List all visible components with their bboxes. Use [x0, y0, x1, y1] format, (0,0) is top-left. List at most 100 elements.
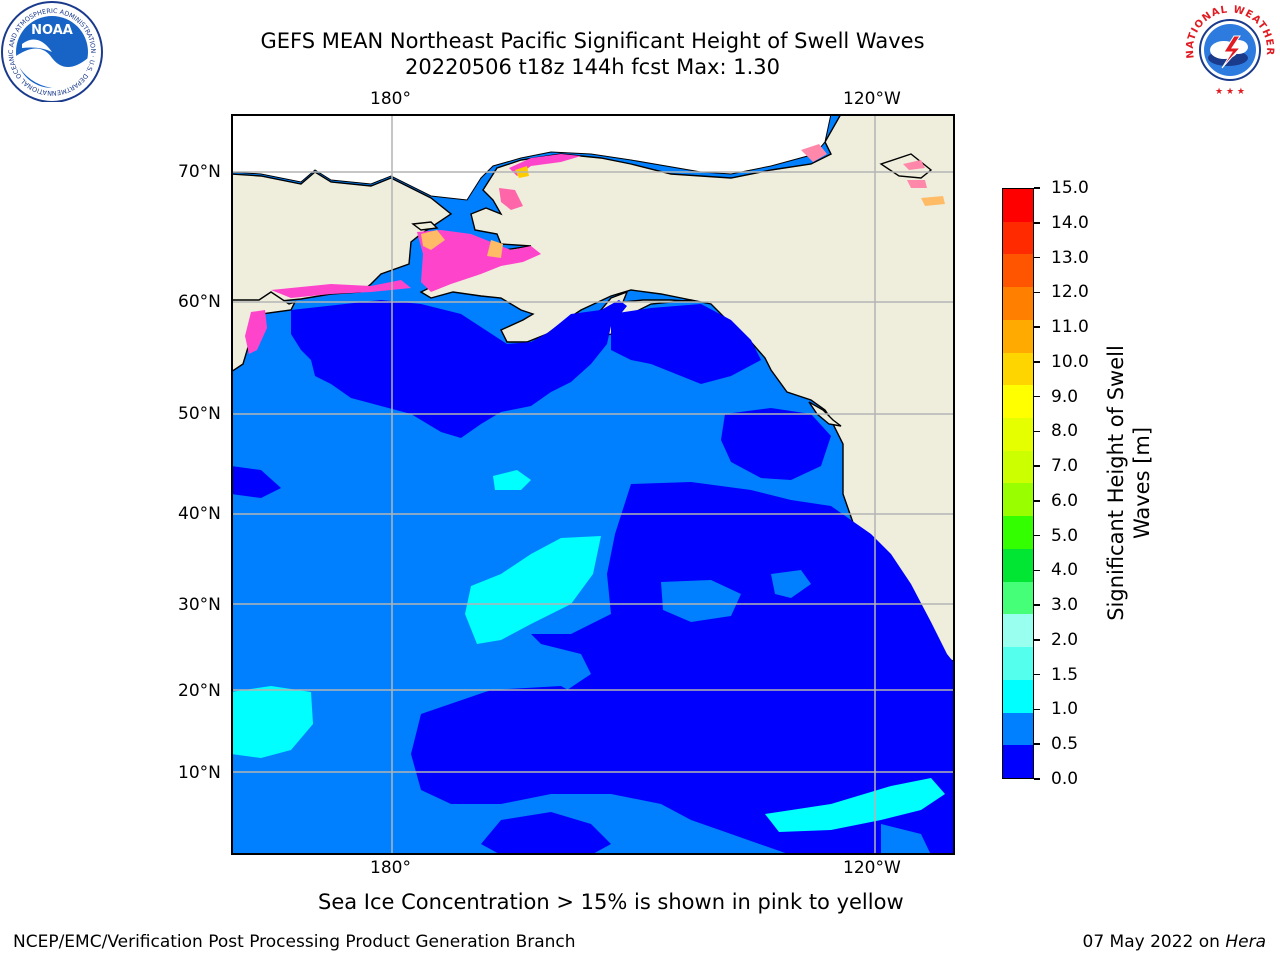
colorbar-tick-label: 11.0 — [1051, 317, 1089, 338]
title-line-1: GEFS MEAN Northeast Pacific Significant … — [260, 29, 925, 53]
colorbar-tick-mark — [1034, 569, 1040, 572]
colorbar-bin — [1003, 647, 1033, 680]
colorbar-bin — [1003, 483, 1033, 517]
lon-label-top-120w: 120°W — [843, 89, 901, 109]
colorbar-bin — [1003, 679, 1033, 713]
swell-mid-inner — [661, 570, 811, 622]
colorbar-tick-label: 3.0 — [1051, 595, 1079, 616]
colorbar-bin — [1003, 745, 1033, 778]
north-america-land — [419, 115, 954, 663]
ice-arctic-east-2 — [907, 180, 927, 188]
swell-low-areas — [232, 300, 954, 854]
colorbar-tick-label: 13.0 — [1051, 247, 1089, 268]
colorbar-tick-label: 10.0 — [1051, 351, 1089, 372]
colorbar-tick-label: 4.0 — [1051, 560, 1079, 581]
ice-arctic-east-3 — [921, 196, 945, 206]
colorbar-tick-mark — [1034, 534, 1040, 537]
colorbar-tick-label: 9.0 — [1051, 386, 1079, 407]
colorbar-bin — [1003, 319, 1033, 353]
colorbar-tick-mark — [1034, 361, 1040, 363]
lon-label-top-180: 180° — [370, 89, 411, 109]
central-cyan-patch — [465, 536, 601, 644]
gulf-alaska-low — [611, 304, 761, 384]
inner-mid-patch-1 — [661, 580, 741, 622]
colorbar-tick-label: 15.0 — [1051, 178, 1089, 198]
colorbar-tick-mark — [1034, 673, 1040, 676]
colorbar-bin — [1003, 614, 1033, 648]
colorbar-tick-mark — [1034, 256, 1040, 259]
ice-bering-north-edge — [421, 230, 445, 250]
colorbar-tick-mark — [1034, 604, 1040, 606]
ice-bering-north-edge-2 — [487, 240, 503, 258]
svg-text:★ ★ ★: ★ ★ ★ — [1215, 87, 1245, 97]
colorbar-bin — [1003, 581, 1033, 615]
lat-label-10n: 10°N — [178, 763, 221, 783]
north-cyan-patch — [493, 470, 531, 490]
ice-bering-north — [417, 230, 541, 292]
colorbar-tick-label: 12.0 — [1051, 282, 1089, 303]
tropical-low — [411, 686, 881, 854]
lat-label-50n: 50°N — [178, 404, 221, 424]
nws-logo: NATIONAL WEATHER SERVICE ★ ★ ★ — [1178, 0, 1278, 98]
noaa-logo-text: NOAA — [31, 23, 73, 38]
land-areas — [232, 115, 954, 701]
colorbar-tick-label: 14.0 — [1051, 212, 1089, 233]
inner-mid-patch-2 — [771, 570, 811, 598]
western-cyan-patch — [232, 686, 313, 758]
colorbar-bin — [1003, 450, 1033, 484]
south-low — [481, 812, 611, 854]
colorbar-tick-label: 8.0 — [1051, 421, 1079, 442]
colorbar-tick-mark — [1034, 326, 1040, 328]
colorbar-tick-label: 1.5 — [1051, 664, 1079, 685]
footer-host: Hera — [1225, 932, 1266, 952]
footer-date-text: 07 May 2022 on — [1082, 932, 1226, 952]
ice-chukchi — [509, 154, 581, 176]
page-title: GEFS MEAN Northeast Pacific Significant … — [0, 28, 1185, 80]
map-panel — [231, 114, 955, 855]
map-frame — [231, 114, 955, 855]
colorbar-bin — [1003, 548, 1033, 582]
colorbar — [1002, 188, 1034, 779]
colorbar-bin — [1003, 385, 1033, 419]
south-east-cyan-patch — [765, 778, 945, 832]
colorbar-bin — [1003, 352, 1033, 386]
lat-label-40n: 40°N — [178, 504, 221, 524]
st-lawrence-island — [411, 221, 439, 231]
colorbar-tick-mark — [1034, 708, 1040, 711]
swell-high-areas — [232, 470, 945, 832]
ice-arctic-east — [903, 160, 925, 170]
colorbar-ticks: 15.0 14.0 13.0 12.0 11.0 10.0 9.0 8.0 7.0 6.0 5.0 4… — [1034, 178, 1094, 789]
lat-label-30n: 30°N — [178, 595, 221, 615]
colorbar-tick-label: 0.5 — [1051, 734, 1079, 755]
colorbar-bins — [1003, 189, 1033, 778]
title-line-2: 20220506 t18z 144h fcst Max: 1.30 — [405, 55, 780, 79]
kamchatka-land — [232, 291, 297, 373]
lat-label-70n: 70°N — [178, 162, 221, 182]
ice-siberia-coast — [271, 280, 411, 298]
noaa-logo: NATIONAL OCEANIC AND ATMOSPHERIC ADMINIS… — [0, 0, 103, 102]
ice-bering-strait — [499, 188, 523, 210]
colorbar-tick-mark — [1034, 465, 1040, 467]
colorbar-tick-mark — [1034, 430, 1040, 433]
colorbar-tick-mark — [1034, 291, 1040, 294]
colorbar-bin — [1003, 712, 1033, 746]
mid-pacific-low — [721, 408, 831, 480]
colorbar-bin — [1003, 254, 1033, 288]
colorbar-tick-label: 0.0 — [1051, 769, 1079, 789]
colorbar-tick-label: 2.0 — [1051, 629, 1079, 650]
sea-ice-caption: Sea Ice Concentration > 15% is shown in … — [318, 890, 904, 914]
map-gridlines — [231, 114, 955, 855]
ice-kamchatka — [245, 310, 267, 354]
footer-credit: NCEP/EMC/Verification Post Processing Pr… — [13, 932, 576, 952]
footer-date: 07 May 2022 on Hera — [1083, 932, 1267, 952]
colorbar-tick-mark — [1034, 187, 1040, 189]
arctic-nodata — [232, 115, 832, 201]
colorbar-tick-label: 7.0 — [1051, 456, 1079, 477]
colorbar-tick-label: 6.0 — [1051, 490, 1079, 511]
colorbar-tick-label: 1.0 — [1051, 699, 1079, 720]
lat-label-60n: 60°N — [178, 292, 221, 312]
colorbar-tick-mark — [1034, 639, 1040, 641]
colorbar-label-line-2: Waves [m] — [1130, 426, 1154, 540]
western-mid-low — [232, 466, 281, 498]
colorbar-bin — [1003, 516, 1033, 549]
